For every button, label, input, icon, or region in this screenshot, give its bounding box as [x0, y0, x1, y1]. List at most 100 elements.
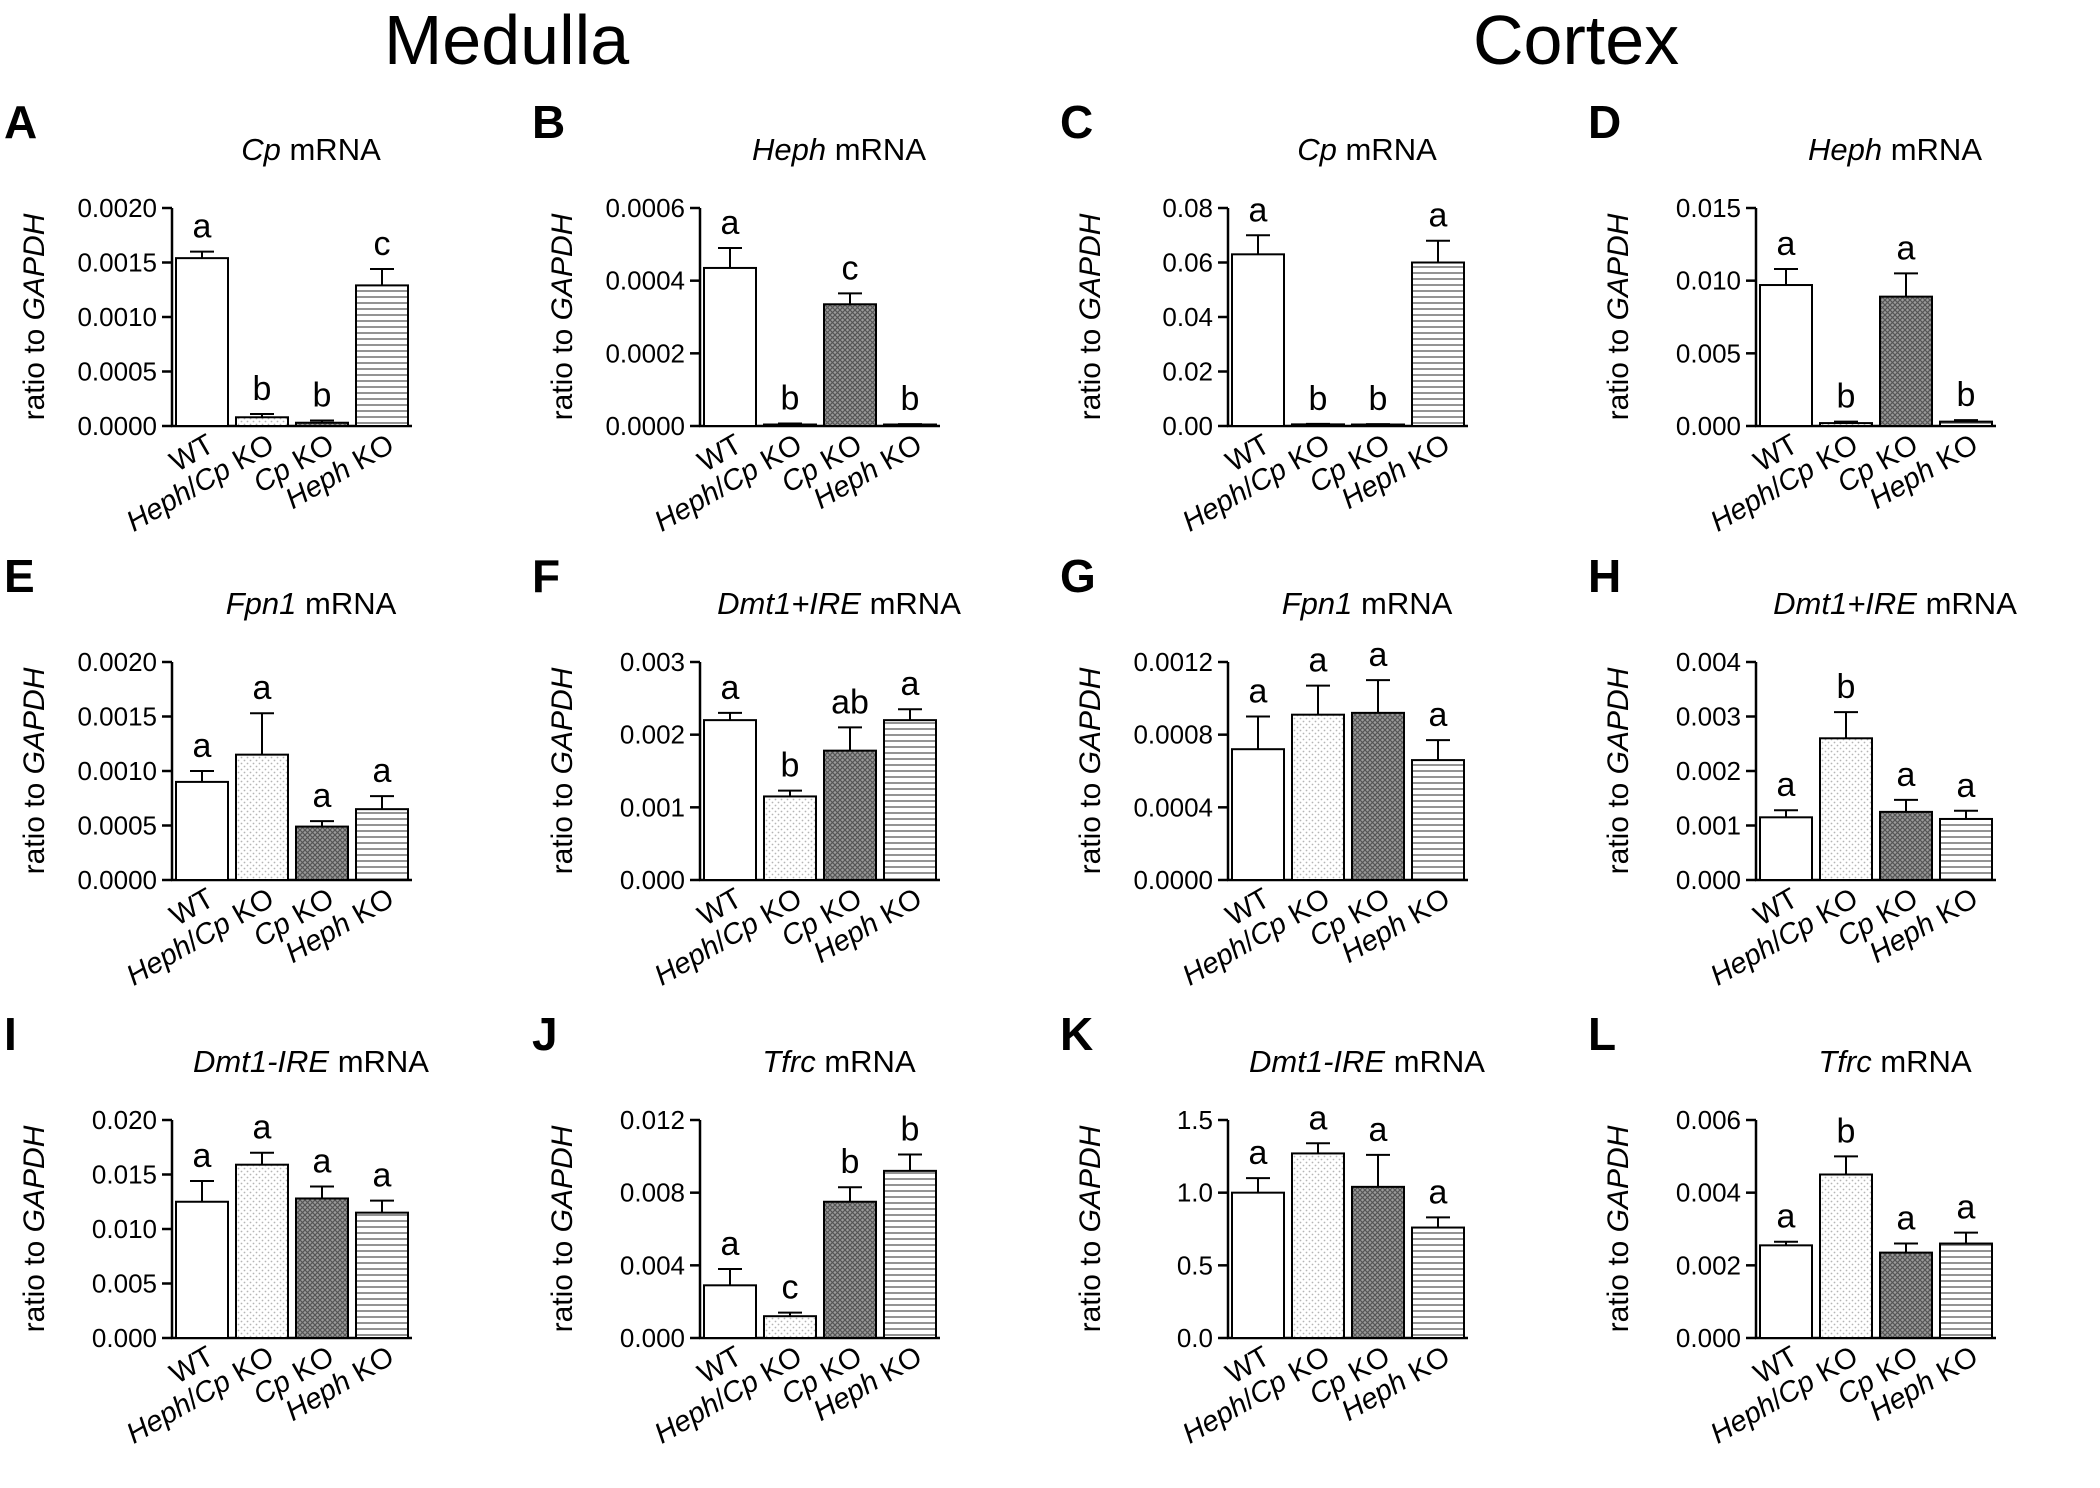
- y-tick-label: 0.00: [1162, 411, 1213, 441]
- bar: [883, 719, 937, 882]
- bar: [703, 1284, 757, 1339]
- significance-letter: a: [1249, 191, 1268, 229]
- y-axis-label: ratio to GAPDH: [1602, 1125, 1635, 1332]
- y-tick-label: 0.010: [1676, 266, 1741, 296]
- panel-c: C Cp mRNA ratio to GAPDH 0.00 0.02 0.04 0.06 0.…: [1060, 96, 1468, 538]
- significance-letter: b: [313, 377, 332, 415]
- significance-letter: a: [1897, 1200, 1916, 1238]
- y-tick-label: 0.0002: [605, 338, 685, 368]
- panel-title: Fpn1 mRNA: [226, 586, 397, 621]
- bar: [1879, 810, 1933, 881]
- significance-letter: b: [1309, 380, 1328, 418]
- y-axis-label: ratio to GAPDH: [1074, 667, 1107, 874]
- significance-letter: a: [193, 208, 212, 246]
- y-tick-label: 0.002: [620, 720, 685, 750]
- bar: [1411, 759, 1465, 881]
- section-title-cortex: Cortex: [1473, 1, 1680, 79]
- significance-letter: a: [1309, 1099, 1328, 1137]
- panel-letter: K: [1060, 1008, 1093, 1060]
- significance-letter: c: [842, 249, 859, 287]
- y-axis-label: ratio to GAPDH: [1602, 667, 1635, 874]
- bar: [1231, 1191, 1285, 1339]
- significance-letter: a: [721, 204, 740, 242]
- y-tick-label: 0.002: [1676, 756, 1741, 786]
- y-tick-label: 0.005: [92, 1269, 157, 1299]
- y-tick-label: 0.002: [1676, 1250, 1741, 1280]
- significance-letter: a: [1897, 756, 1916, 794]
- bar: [1759, 816, 1813, 882]
- panel-letter: B: [532, 96, 565, 148]
- significance-letter: b: [253, 370, 272, 408]
- section-title-medulla: Medulla: [384, 1, 630, 79]
- bar: [823, 1200, 877, 1339]
- y-tick-label: 0.003: [1676, 702, 1741, 732]
- significance-letter: a: [1309, 642, 1328, 680]
- bar: [1411, 261, 1465, 427]
- panel-b: B Heph mRNA ratio to GAPDH 0.0000 0.0002 0.00…: [532, 96, 940, 538]
- significance-letter: a: [193, 1137, 212, 1175]
- y-tick-label: 0.010: [92, 1214, 157, 1244]
- y-tick-label: 0.006: [1676, 1105, 1741, 1135]
- significance-letter: b: [1837, 668, 1856, 706]
- panel-letter: F: [532, 550, 560, 602]
- panel-h: H Dmt1+IRE mRNA ratio to GAPDH 0.000 0.001 0.…: [1588, 550, 2017, 992]
- y-tick-label: 0.02: [1162, 357, 1213, 387]
- y-tick-label: 0.0005: [77, 811, 157, 841]
- y-tick-label: 0.004: [1676, 647, 1741, 677]
- panel-k: K Dmt1-IRE mRNA ratio to GAPDH 0.0 0.5 1.0 1.5…: [1060, 1008, 1485, 1450]
- significance-letter: a: [1249, 1134, 1268, 1172]
- panel-letter: D: [1588, 96, 1621, 148]
- y-tick-label: 1.0: [1177, 1178, 1213, 1208]
- bar: [1291, 1152, 1345, 1339]
- bar: [1231, 748, 1285, 882]
- bar: [1231, 253, 1285, 427]
- bar: [1819, 1173, 1873, 1339]
- panel-j: J Tfrc mRNA ratio to GAPDH 0.000 0.004 0.008 0…: [532, 1008, 940, 1450]
- y-tick-label: 0.0000: [77, 411, 157, 441]
- significance-letter: a: [253, 1109, 272, 1147]
- y-tick-label: 0.000: [1676, 411, 1741, 441]
- significance-letter: a: [193, 727, 212, 765]
- y-tick-label: 0.06: [1162, 248, 1213, 278]
- bar: [355, 284, 409, 428]
- bar: [295, 825, 349, 882]
- y-tick-label: 0.04: [1162, 302, 1213, 332]
- panel-title: Heph mRNA: [752, 132, 926, 167]
- bar: [1939, 817, 1993, 882]
- panel-l: L Tfrc mRNA ratio to GAPDH 0.000 0.002 0.004 0…: [1588, 1008, 1996, 1450]
- y-tick-label: 0.005: [1676, 338, 1741, 368]
- panel-i: I Dmt1-IRE mRNA ratio to GAPDH 0.000 0.005 0.…: [4, 1008, 429, 1450]
- bar: [1291, 713, 1345, 882]
- y-tick-label: 0.015: [92, 1160, 157, 1190]
- bar: [295, 421, 349, 428]
- significance-letter: c: [782, 1269, 799, 1307]
- y-tick-label: 0.0015: [77, 248, 157, 278]
- panel-title: Fpn1 mRNA: [1282, 586, 1453, 621]
- y-axis-label: ratio to GAPDH: [1074, 213, 1107, 420]
- y-tick-label: 0.000: [1676, 865, 1741, 895]
- panel-d: D Heph mRNA ratio to GAPDH 0.000 0.005 0.010 0…: [1588, 96, 1996, 538]
- y-tick-label: 0.001: [1676, 811, 1741, 841]
- significance-letter: a: [253, 669, 272, 707]
- significance-letter: b: [1957, 376, 1976, 414]
- y-tick-label: 0.020: [92, 1105, 157, 1135]
- y-tick-label: 0.0005: [77, 357, 157, 387]
- panel-title: Dmt1-IRE mRNA: [193, 1044, 429, 1079]
- significance-letter: a: [1897, 229, 1916, 267]
- panel-title: Dmt1+IRE mRNA: [1773, 586, 2017, 621]
- panel-letter: J: [532, 1008, 558, 1060]
- bar: [235, 416, 289, 427]
- bar: [1411, 1226, 1465, 1339]
- y-axis-label: ratio to GAPDH: [18, 1125, 51, 1332]
- significance-letter: a: [1429, 197, 1448, 235]
- y-tick-label: 0.015: [1676, 193, 1741, 223]
- bar: [823, 303, 877, 427]
- bar: [823, 749, 877, 881]
- y-tick-label: 0.0000: [1133, 865, 1213, 895]
- y-axis-label: ratio to GAPDH: [546, 667, 579, 874]
- bar: [1351, 711, 1405, 881]
- significance-letter: ab: [831, 683, 869, 721]
- panel-title: Dmt1-IRE mRNA: [1249, 1044, 1485, 1079]
